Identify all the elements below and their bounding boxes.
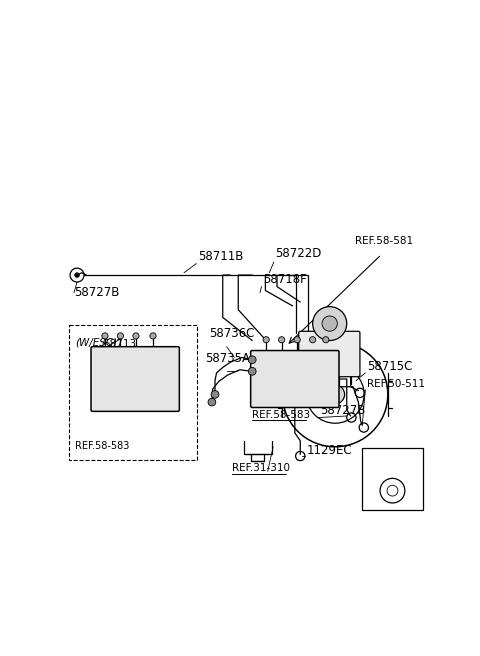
Circle shape [211, 390, 219, 398]
Text: REF.58-583: REF.58-583 [252, 409, 311, 420]
Circle shape [75, 273, 79, 277]
Text: REF.31-310: REF.31-310 [232, 463, 290, 474]
Circle shape [117, 333, 123, 339]
FancyBboxPatch shape [299, 331, 360, 377]
Text: (W/ESC): (W/ESC) [75, 337, 118, 348]
Bar [362, 448, 423, 510]
Text: 58718F: 58718F [263, 273, 307, 286]
Circle shape [312, 306, 347, 340]
Text: 58722D: 58722D [276, 247, 322, 260]
Circle shape [263, 337, 269, 343]
Circle shape [248, 356, 256, 363]
Text: 58736C: 58736C [210, 327, 255, 340]
Circle shape [102, 333, 108, 339]
Text: REF.50-511: REF.50-511 [367, 379, 425, 389]
Text: 58711B: 58711B [198, 250, 243, 262]
Circle shape [294, 337, 300, 343]
Circle shape [150, 333, 156, 339]
FancyBboxPatch shape [251, 350, 339, 407]
FancyBboxPatch shape [91, 346, 180, 411]
Circle shape [133, 333, 139, 339]
Text: 58727B: 58727B [321, 405, 366, 417]
Text: 58715C: 58715C [367, 359, 412, 373]
Text: REF.58-583: REF.58-583 [75, 441, 130, 451]
Text: 58713: 58713 [103, 338, 136, 349]
Circle shape [323, 337, 329, 343]
Circle shape [248, 367, 256, 375]
Circle shape [325, 385, 345, 404]
Text: 58735A: 58735A [205, 352, 250, 365]
Circle shape [322, 316, 337, 331]
Text: REF.58-581: REF.58-581 [355, 236, 413, 246]
Circle shape [278, 337, 285, 343]
Text: 1129EC: 1129EC [306, 445, 352, 457]
Text: 58727B: 58727B [74, 286, 120, 299]
Text: 58712: 58712 [97, 352, 131, 363]
Text: 1339CC: 1339CC [374, 454, 411, 464]
Circle shape [208, 398, 216, 406]
Circle shape [310, 337, 316, 343]
Bar [69, 325, 197, 460]
